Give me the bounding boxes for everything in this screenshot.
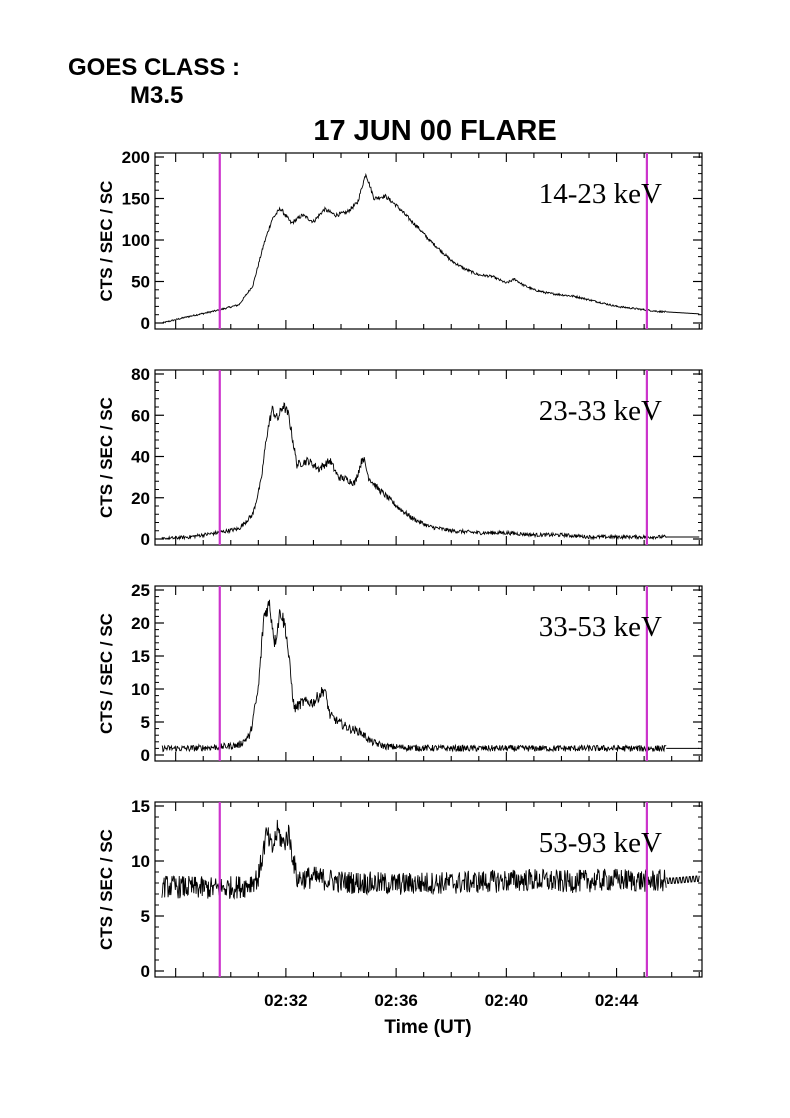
energy-band-label: 33-53 keV [539,611,662,643]
y-tick-label: 15 [131,797,150,816]
light-curve-tail [666,311,700,315]
light-curve-trace [161,599,667,753]
light-curve-tail [666,875,700,885]
energy-band-label: 23-33 keV [539,395,662,427]
x-axis-label: Time (UT) [384,1017,471,1038]
panel-frame [154,369,703,546]
x-tick-label: 02:36 [374,991,417,1010]
panel-frame [154,585,703,762]
goes-class-value: M3.5 [130,82,184,109]
y-tick-label: 15 [131,647,150,666]
light-curve-trace [161,172,667,324]
y-tick-label: 60 [131,406,150,425]
y-axis-label: CTS / SEC / SC [97,181,116,302]
y-tick-label: 200 [122,148,150,167]
panel-frame [154,152,703,330]
panel-frame [154,801,703,978]
energy-band-label: 14-23 keV [539,178,662,210]
x-tick-label: 02:40 [485,991,528,1010]
y-axis-label: CTS / SEC / SC [97,829,116,950]
y-tick-label: 40 [131,448,150,467]
y-tick-label: 100 [122,231,150,250]
y-tick-label: 5 [141,907,150,926]
y-tick-label: 20 [131,614,150,633]
y-tick-label: 25 [131,581,150,600]
light-curve-trace [161,819,667,900]
goes-class-label: GOES CLASS : [68,54,241,81]
y-axis-label: CTS / SEC / SC [97,397,116,518]
x-tick-label: 02:44 [595,991,639,1010]
goes-class-note: GOES CLASS : M3.5 [68,54,240,110]
energy-band-label: 53-93 keV [539,827,662,859]
y-tick-label: 50 [131,273,150,292]
y-tick-label: 0 [141,530,150,549]
y-tick-label: 20 [131,489,150,508]
y-tick-label: 5 [141,713,150,732]
y-tick-label: 0 [141,746,150,765]
y-tick-label: 10 [131,852,150,871]
y-axis-label: CTS / SEC / SC [97,613,116,734]
light-curve-trace [161,402,667,541]
y-tick-label: 0 [141,962,150,981]
chart-title: 17 JUN 00 FLARE [313,115,556,147]
y-tick-label: 0 [141,314,150,333]
y-tick-label: 10 [131,680,150,699]
x-tick-label: 02:32 [264,991,307,1010]
y-tick-label: 80 [131,365,150,384]
y-tick-label: 150 [122,190,150,209]
